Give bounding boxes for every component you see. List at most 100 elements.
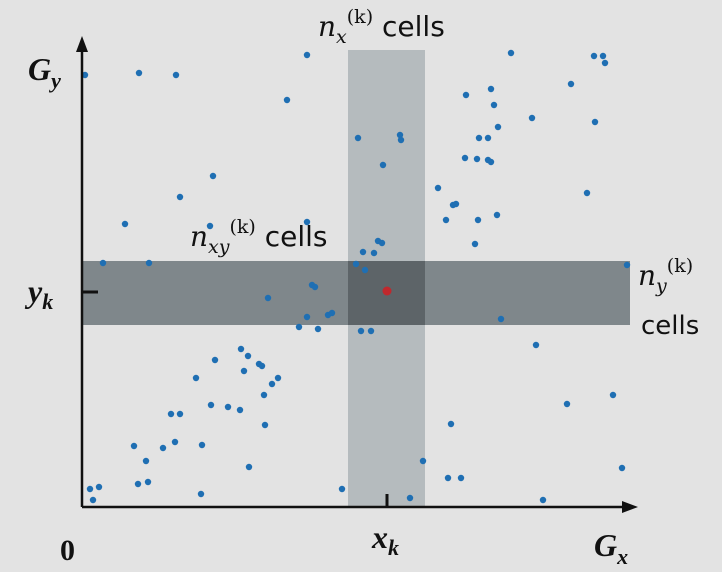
scatter-point bbox=[532, 341, 540, 349]
scatter-point bbox=[264, 294, 272, 302]
scatter-point bbox=[583, 189, 591, 197]
scatter-point bbox=[171, 438, 179, 446]
scatter-point bbox=[528, 114, 536, 122]
scatter-point bbox=[159, 444, 167, 452]
scatter-point bbox=[539, 496, 547, 504]
scatter-point bbox=[352, 260, 360, 268]
scatter-point bbox=[295, 323, 303, 331]
scatter-point bbox=[396, 131, 404, 139]
y-axis-label: Gy bbox=[28, 51, 61, 93]
scatter-point bbox=[145, 259, 153, 267]
nx-label: nx(k) cells bbox=[318, 6, 445, 48]
scatter-point bbox=[144, 478, 152, 486]
scatter-point bbox=[338, 485, 346, 493]
scatter-point bbox=[198, 441, 206, 449]
scatter-point bbox=[303, 51, 311, 59]
scatter-point bbox=[224, 403, 232, 411]
x-axis-label: Gx bbox=[594, 527, 628, 569]
scatter-point bbox=[471, 240, 479, 248]
scatter-point bbox=[237, 345, 245, 353]
scatter-point bbox=[142, 457, 150, 465]
scatter-point bbox=[268, 380, 276, 388]
scatter-point bbox=[494, 123, 502, 131]
scatter-point bbox=[121, 220, 129, 228]
center-point bbox=[382, 286, 392, 296]
scatter-point bbox=[361, 266, 369, 274]
scatter-point bbox=[397, 136, 405, 144]
scatter-point bbox=[379, 161, 387, 169]
scatter-point bbox=[130, 442, 138, 450]
scatter-point bbox=[442, 216, 450, 224]
scatter-point bbox=[563, 400, 571, 408]
scatter-point bbox=[487, 158, 495, 166]
scatter-point bbox=[135, 69, 143, 77]
scatter-point bbox=[303, 218, 311, 226]
scatter-point bbox=[207, 401, 215, 409]
scatter-point bbox=[311, 283, 319, 291]
scatter-point bbox=[370, 249, 378, 257]
scatter-point bbox=[487, 85, 495, 93]
scatter-point bbox=[261, 421, 269, 429]
scatter-point bbox=[359, 248, 367, 256]
scatter-point bbox=[601, 59, 609, 67]
scatter-point bbox=[490, 101, 498, 109]
scatter-point bbox=[434, 184, 442, 192]
scatter-points bbox=[81, 49, 631, 504]
xk-label: xk bbox=[371, 519, 399, 560]
x-axis-arrow bbox=[622, 501, 638, 513]
scatter-point bbox=[236, 406, 244, 414]
scatter-point bbox=[444, 474, 452, 482]
scatter-point bbox=[192, 374, 200, 382]
scatter-point bbox=[447, 420, 455, 428]
scatter-point bbox=[419, 457, 427, 465]
origin-label: 0 bbox=[60, 534, 75, 567]
scatter-point bbox=[590, 52, 598, 60]
scatter-point bbox=[274, 374, 282, 382]
ny-label-cells: cells bbox=[641, 311, 699, 341]
scatter-point bbox=[260, 391, 268, 399]
scatter-point bbox=[567, 80, 575, 88]
scatter-point bbox=[197, 490, 205, 498]
scatter-point bbox=[367, 327, 375, 335]
ny-label: ny(k) bbox=[638, 255, 693, 297]
scatter-point bbox=[172, 71, 180, 79]
scatter-point bbox=[378, 239, 386, 247]
scatter-point bbox=[591, 118, 599, 126]
scatter-point bbox=[507, 49, 515, 57]
scatter-point bbox=[475, 134, 483, 142]
scatter-point bbox=[484, 134, 492, 142]
scatter-point bbox=[206, 222, 214, 230]
scatter-point bbox=[461, 154, 469, 162]
scatter-point bbox=[245, 463, 253, 471]
scatter-point bbox=[474, 216, 482, 224]
scatter-point bbox=[497, 315, 505, 323]
scatter-point bbox=[473, 155, 481, 163]
scatter-point bbox=[211, 356, 219, 364]
nxy-label: nxy(k) cells bbox=[190, 216, 328, 258]
scatter-point bbox=[258, 362, 266, 370]
scatter-point bbox=[176, 410, 184, 418]
scatter-point bbox=[86, 485, 94, 493]
scatter-point bbox=[95, 483, 103, 491]
scatter-point bbox=[176, 193, 184, 201]
scatter-point bbox=[283, 96, 291, 104]
scatter-point bbox=[609, 391, 617, 399]
yk-label: yk bbox=[24, 273, 53, 314]
scatter-point bbox=[240, 367, 248, 375]
scatter-point bbox=[328, 309, 336, 317]
scatter-point bbox=[357, 327, 365, 335]
scatter-point bbox=[406, 494, 414, 502]
scatter-point bbox=[457, 474, 465, 482]
scatter-point bbox=[623, 261, 631, 269]
scatter-point bbox=[89, 496, 97, 504]
scatter-point bbox=[314, 325, 322, 333]
scatter-point bbox=[452, 200, 460, 208]
scatter-point bbox=[493, 211, 501, 219]
scatter-point bbox=[134, 480, 142, 488]
scatter-point bbox=[99, 259, 107, 267]
scatter-point bbox=[618, 464, 626, 472]
scatter-point bbox=[599, 52, 607, 60]
scatter-point bbox=[354, 134, 362, 142]
